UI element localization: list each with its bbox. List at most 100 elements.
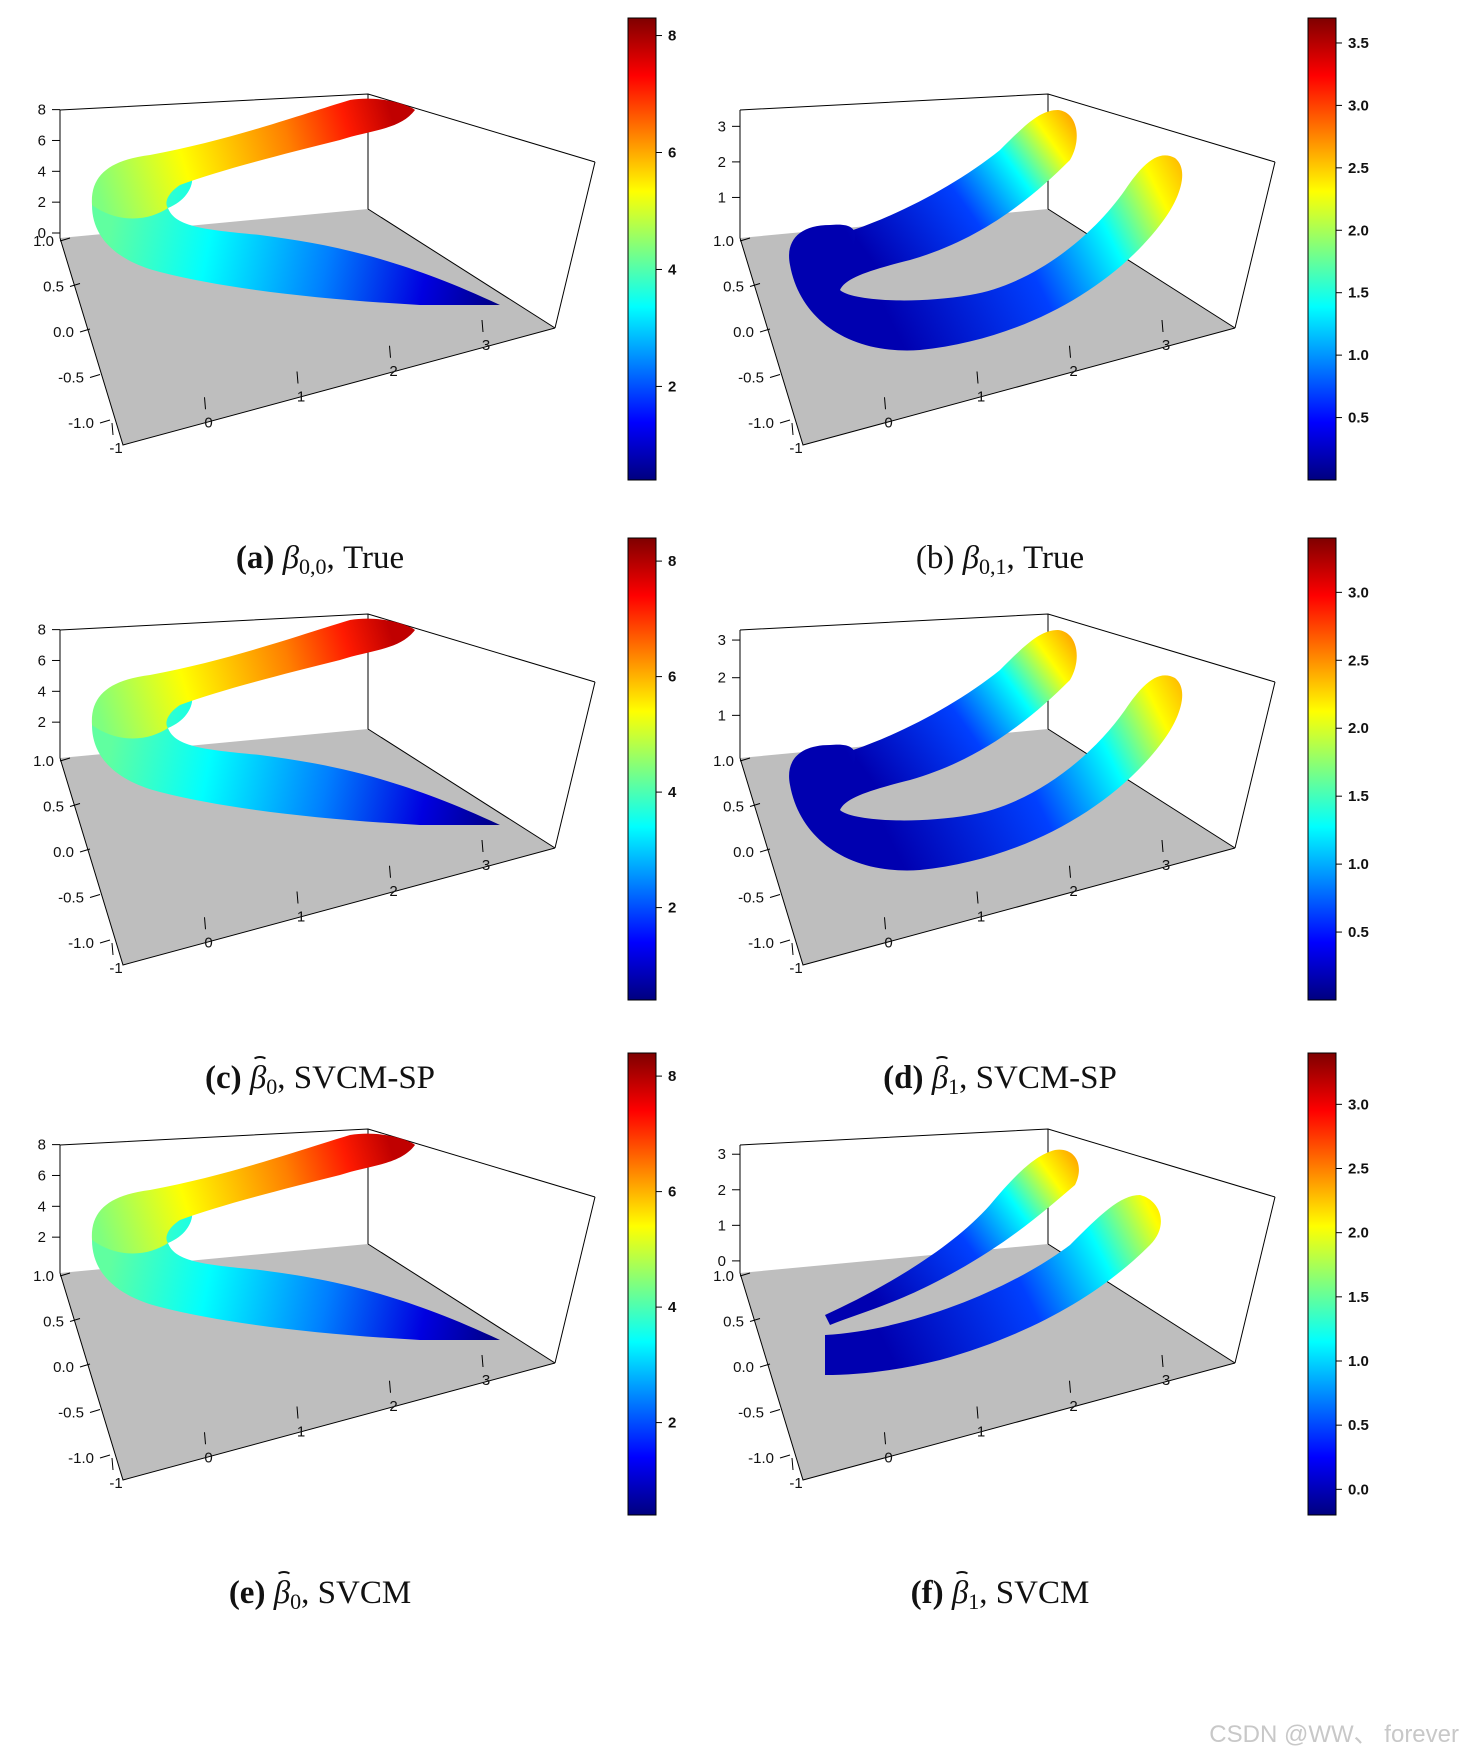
- x-tick-label: 1: [297, 389, 305, 406]
- box-edge: [554, 1196, 596, 1364]
- z-tick-label: 1: [718, 1217, 726, 1234]
- y-tick: [769, 1409, 781, 1413]
- colorbar: 2 4 6 8: [627, 1052, 677, 1516]
- y-tick-label: 1.0: [33, 233, 54, 250]
- y-tick-label: 1.0: [713, 233, 734, 250]
- y-tick: [79, 848, 91, 853]
- y-tick-label: -0.5: [58, 1405, 84, 1422]
- y-tick-label: -0.5: [58, 370, 84, 387]
- y-tick-label: 0.5: [723, 279, 744, 296]
- y-tick-label: 0.5: [723, 799, 744, 816]
- x-tick-label: 0: [884, 414, 892, 431]
- x-tick: [791, 942, 794, 956]
- colorbar-tick-label: 4: [668, 784, 677, 801]
- box-edge: [367, 208, 556, 329]
- y-tick: [739, 237, 751, 242]
- surface-lower-arm: [92, 160, 500, 305]
- x-tick-label: 2: [389, 363, 397, 380]
- z-tick-label: 8: [38, 622, 46, 639]
- box-edge: [1047, 728, 1236, 849]
- colorbar-tick-label: 0.5: [1348, 410, 1369, 427]
- x-tick: [481, 1354, 484, 1368]
- x-tick-label: -1: [789, 440, 802, 457]
- y-tick: [769, 894, 781, 898]
- box-edge: [739, 237, 1236, 446]
- x-tick: [111, 422, 114, 436]
- x-tick-label: 0: [884, 1449, 892, 1466]
- x-tick: [1161, 319, 1164, 333]
- caption-subscript: 0,1: [979, 554, 1007, 579]
- x-tick-label: 0: [204, 1449, 212, 1466]
- y-tick: [89, 894, 101, 898]
- z-tick-label: 2: [38, 714, 46, 731]
- box-edge: [1047, 208, 1236, 329]
- colorbar-tick-label: 6: [668, 669, 676, 686]
- colorbar-tick-label: 8: [668, 28, 676, 45]
- caption-suffix: , SVCM: [301, 1575, 412, 1611]
- y-tick-label: 0.0: [733, 844, 754, 861]
- y-tick: [759, 328, 771, 333]
- z-tick-label: 2: [718, 670, 726, 687]
- z-tick-label: 2: [38, 1229, 46, 1246]
- colorbar-gradient: [1307, 1052, 1337, 1516]
- y-tick: [99, 419, 111, 424]
- y-tick-label: -1.0: [748, 415, 774, 432]
- x-tick: [111, 1457, 114, 1471]
- x-tick-label: -1: [789, 960, 802, 977]
- colorbar-tick-label: 3.5: [1348, 35, 1369, 52]
- caption-subscript: 0,0: [299, 554, 327, 579]
- surface-lower-arm: [92, 680, 500, 825]
- x-tick: [976, 891, 979, 904]
- colorbar-tick-label: 3.0: [1348, 1096, 1369, 1113]
- chart-panel-b: -1 0 1 2 3 -1.0 -0.5 0.0 0.5 1.0 1 2 3 0.5 1.0 1.5 2.0 2.…: [713, 17, 1369, 481]
- box-edge: [1234, 161, 1276, 329]
- box-edge: [59, 757, 556, 966]
- colorbar-tick-label: 1.0: [1348, 347, 1369, 364]
- x-tick-label: 2: [1069, 883, 1077, 900]
- y-tick: [779, 939, 791, 944]
- z-tick-label: 0: [38, 225, 46, 242]
- caption-suffix: , SVCM-SP: [959, 1060, 1117, 1096]
- x-tick-label: 2: [1069, 363, 1077, 380]
- colorbar-tick-label: 0.0: [1348, 1481, 1369, 1498]
- caption-subscript: 0: [290, 1589, 302, 1614]
- caption-suffix: , True: [1006, 540, 1085, 576]
- colorbar-tick-label: 2.0: [1348, 222, 1369, 239]
- colorbar-tick-label: 6: [668, 1184, 676, 1201]
- surface-upper-arm: [91, 98, 415, 219]
- z-tick-label: 2: [38, 194, 46, 211]
- surface-lower-arm: [92, 1195, 500, 1340]
- x-tick: [204, 917, 206, 930]
- chart-panel-d: -1 0 1 2 3 -1.0 -0.5 0.0 0.5 1.0 1 2 3 0.5 1.0 1.5 2.0 2.…: [713, 537, 1369, 1001]
- y-tick-label: -1.0: [68, 1450, 94, 1467]
- x-tick: [884, 397, 886, 410]
- x-tick-label: 2: [1069, 1398, 1077, 1415]
- y-tick: [749, 1318, 761, 1322]
- x-tick-label: -1: [109, 1475, 122, 1492]
- x-tick: [1069, 1380, 1071, 1393]
- y-tick: [749, 283, 761, 287]
- caption-e: (e) β0, SVCM: [120, 1571, 520, 1615]
- x-tick: [296, 1406, 299, 1419]
- y-tick-label: 1.0: [33, 753, 54, 770]
- colorbar: 2 4 6 8: [627, 537, 677, 1001]
- colorbar-tick-label: 4: [668, 261, 677, 278]
- colorbar: 0.5 1.0 1.5 2.0 2.5 3.0: [1307, 537, 1369, 1001]
- x-tick-label: 1: [977, 909, 985, 926]
- caption-b: (b) β0,1, True: [800, 540, 1200, 580]
- caption-subscript: 1: [968, 1589, 980, 1614]
- y-tick: [99, 939, 111, 944]
- caption-symbol: β: [282, 540, 300, 576]
- colorbar-tick-label: 2.5: [1348, 160, 1369, 177]
- surface-upper-arm: [91, 618, 415, 739]
- x-tick: [976, 1406, 979, 1419]
- caption-letter: (b): [915, 540, 955, 576]
- colorbar: 0.5 1.0 1.5 2.0 2.5 3.0 3.5: [1307, 17, 1369, 481]
- surface-band-lower: [789, 675, 1183, 871]
- chart-panel-f: -10123-1.0-0.50.00.51.001230.00.51.01.52…: [713, 1052, 1369, 1516]
- surface-band-upper: [820, 110, 1077, 290]
- colorbar-tick-label: 1.5: [1348, 285, 1369, 302]
- x-tick-label: 3: [482, 857, 490, 874]
- colorbar-gradient: [627, 537, 657, 1001]
